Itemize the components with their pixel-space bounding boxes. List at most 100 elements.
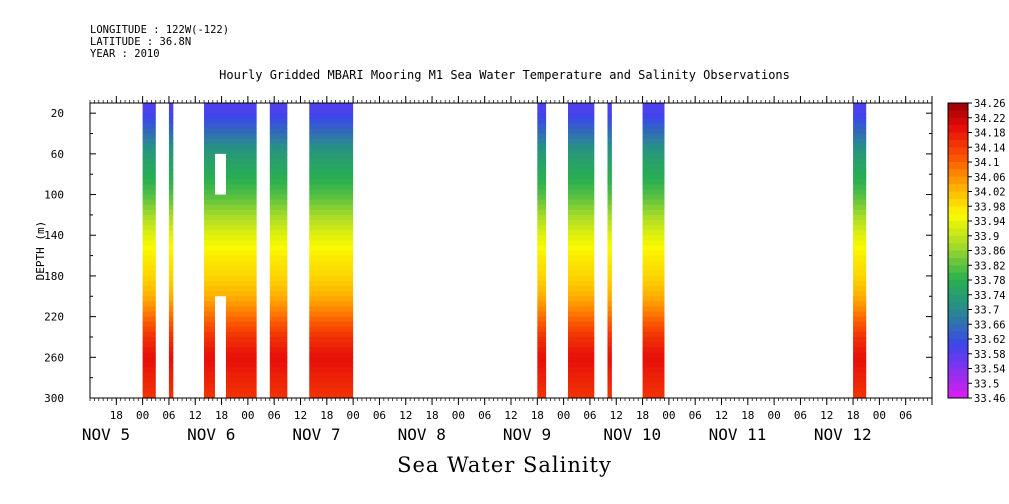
salinity-cell-0-115 bbox=[142, 209, 156, 216]
salinity-cell-9-110 bbox=[853, 204, 867, 211]
salinity-cell-4-240 bbox=[309, 336, 354, 343]
salinity-cell-9-100 bbox=[853, 194, 867, 201]
salinity-cell-8-100 bbox=[642, 194, 665, 201]
salinity-cell-9-35 bbox=[853, 128, 867, 135]
salinity-cell-6-100 bbox=[568, 194, 595, 201]
salinity-cell-4-20 bbox=[309, 113, 354, 119]
salinity-cell-4-200 bbox=[309, 296, 354, 302]
salinity-cell-5-155 bbox=[537, 250, 547, 257]
x-day-label: NOV 11 bbox=[709, 425, 767, 444]
salinity-cell-7-10 bbox=[607, 103, 612, 109]
colorbar-swatch bbox=[948, 331, 968, 340]
salinity-cell-7-105 bbox=[607, 199, 612, 206]
salinity-cell-4-140 bbox=[309, 235, 354, 241]
salinity-cell-2-15 bbox=[204, 108, 257, 114]
colorbar-label: 33.82 bbox=[974, 260, 1006, 272]
salinity-cell-0-85 bbox=[142, 179, 156, 185]
colorbar-swatch bbox=[948, 169, 968, 178]
x-hour-label: 00 bbox=[662, 409, 675, 422]
x-hour-label: 18 bbox=[531, 409, 544, 422]
salinity-cell-3-175 bbox=[269, 270, 288, 277]
salinity-cell-6-260 bbox=[568, 357, 595, 363]
salinity-cell-3-285 bbox=[269, 382, 288, 389]
salinity-cell-7-60 bbox=[607, 153, 612, 160]
salinity-cell-3-190 bbox=[269, 286, 288, 292]
salinity-cell-1-215 bbox=[168, 311, 174, 318]
colorbar-swatch bbox=[948, 147, 968, 156]
salinity-cell-3-130 bbox=[269, 225, 288, 231]
salinity-cell-9-165 bbox=[853, 260, 867, 267]
y-tick-label: 20 bbox=[51, 107, 64, 120]
salinity-cell-6-65 bbox=[568, 158, 595, 165]
salinity-cell-9-225 bbox=[853, 321, 867, 328]
x-hour-label: 00 bbox=[136, 409, 149, 422]
colorbar-swatch bbox=[948, 235, 968, 244]
colorbar-swatch bbox=[948, 265, 968, 274]
salinity-cell-6-110 bbox=[568, 204, 595, 211]
salinity-cell-9-125 bbox=[853, 219, 867, 226]
salinity-cell-2-130 bbox=[204, 225, 257, 231]
salinity-cell-0-95 bbox=[142, 189, 156, 196]
salinity-cell-3-160 bbox=[269, 255, 288, 262]
salinity-cell-1-255 bbox=[168, 352, 174, 358]
salinity-cell-6-115 bbox=[568, 209, 595, 216]
salinity-cell-2-35 bbox=[204, 128, 257, 135]
salinity-cell-0-105 bbox=[142, 199, 156, 206]
salinity-cell-5-210 bbox=[537, 306, 547, 313]
salinity-cell-2-40 bbox=[204, 133, 257, 140]
salinity-cell-6-195 bbox=[568, 291, 595, 297]
salinity-cell-9-30 bbox=[853, 123, 867, 130]
salinity-cell-3-260 bbox=[269, 357, 288, 363]
x-hour-label: 06 bbox=[162, 409, 175, 422]
salinity-cell-5-275 bbox=[537, 372, 547, 379]
salinity-cell-0-130 bbox=[142, 225, 156, 231]
salinity-cell-9-25 bbox=[853, 118, 867, 124]
salinity-cell-9-50 bbox=[853, 143, 867, 150]
salinity-cell-0-285 bbox=[142, 382, 156, 389]
salinity-cell-2-110 bbox=[204, 204, 257, 211]
salinity-cell-2-225 bbox=[204, 321, 257, 328]
salinity-cell-2-95 bbox=[204, 189, 257, 196]
salinity-cell-1-75 bbox=[168, 169, 174, 175]
salinity-cell-8-135 bbox=[642, 230, 665, 236]
colorbar-label: 34.22 bbox=[974, 113, 1006, 125]
salinity-cell-9-105 bbox=[853, 199, 867, 206]
salinity-cell-5-140 bbox=[537, 235, 547, 241]
salinity-cell-3-240 bbox=[269, 336, 288, 343]
salinity-cell-4-105 bbox=[309, 199, 354, 206]
salinity-cell-0-65 bbox=[142, 158, 156, 165]
x-hour-label: 00 bbox=[452, 409, 465, 422]
salinity-cell-4-260 bbox=[309, 357, 354, 363]
salinity-cell-5-240 bbox=[537, 336, 547, 343]
salinity-cell-3-115 bbox=[269, 209, 288, 216]
salinity-cell-5-130 bbox=[537, 225, 547, 231]
salinity-cell-9-95 bbox=[853, 189, 867, 196]
salinity-cell-3-225 bbox=[269, 321, 288, 328]
x-hour-label: 12 bbox=[820, 409, 833, 422]
salinity-cell-7-165 bbox=[607, 260, 612, 267]
salinity-cell-6-135 bbox=[568, 230, 595, 236]
salinity-cell-3-180 bbox=[269, 275, 288, 282]
salinity-cell-4-215 bbox=[309, 311, 354, 318]
salinity-cell-7-135 bbox=[607, 230, 612, 236]
salinity-cell-7-70 bbox=[607, 164, 612, 170]
salinity-cell-1-40 bbox=[168, 133, 174, 140]
x-hour-label: 18 bbox=[110, 409, 123, 422]
salinity-cell-5-110 bbox=[537, 204, 547, 211]
salinity-cell-1-15 bbox=[168, 108, 174, 114]
salinity-cell-0-145 bbox=[142, 240, 156, 247]
salinity-cell-6-20 bbox=[568, 113, 595, 119]
salinity-cell-6-10 bbox=[568, 103, 595, 109]
salinity-cell-2-170 bbox=[204, 265, 257, 272]
salinity-cell-8-255 bbox=[642, 352, 665, 358]
salinity-cell-4-75 bbox=[309, 169, 354, 175]
salinity-cell-1-195 bbox=[168, 291, 174, 297]
salinity-cell-5-125 bbox=[537, 219, 547, 226]
salinity-cell-6-40 bbox=[568, 133, 595, 140]
salinity-cell-8-70 bbox=[642, 164, 665, 170]
salinity-cell-0-235 bbox=[142, 331, 156, 338]
salinity-cell-5-170 bbox=[537, 265, 547, 272]
salinity-cell-9-130 bbox=[853, 225, 867, 231]
salinity-cell-7-225 bbox=[607, 321, 612, 328]
salinity-cell-9-275 bbox=[853, 372, 867, 379]
